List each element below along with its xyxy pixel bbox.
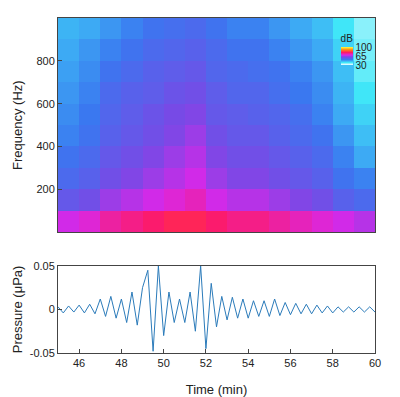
svg-text:52: 52 [200,357,212,369]
svg-text:56: 56 [284,357,296,369]
svg-text:600: 600 [36,98,54,110]
svg-text:Pressure (μPa): Pressure (μPa) [10,266,25,354]
svg-text:48: 48 [115,357,127,369]
svg-text:dB: dB [341,33,354,44]
svg-text:46: 46 [73,357,85,369]
svg-text:65: 65 [356,51,368,62]
svg-text:-0.05: -0.05 [30,347,55,359]
svg-text:400: 400 [36,140,54,152]
svg-text:0.05: 0.05 [33,260,54,272]
svg-text:Time (min): Time (min) [186,382,248,397]
svg-text:Frequency (Hz): Frequency (Hz) [10,80,25,170]
svg-text:50: 50 [158,357,170,369]
svg-text:30: 30 [356,60,368,71]
svg-text:100: 100 [356,42,373,53]
svg-text:54: 54 [242,357,254,369]
svg-text:58: 58 [327,357,339,369]
svg-text:200: 200 [36,183,54,195]
svg-text:800: 800 [36,55,54,67]
svg-text:0: 0 [49,303,55,315]
svg-text:60: 60 [369,357,381,369]
